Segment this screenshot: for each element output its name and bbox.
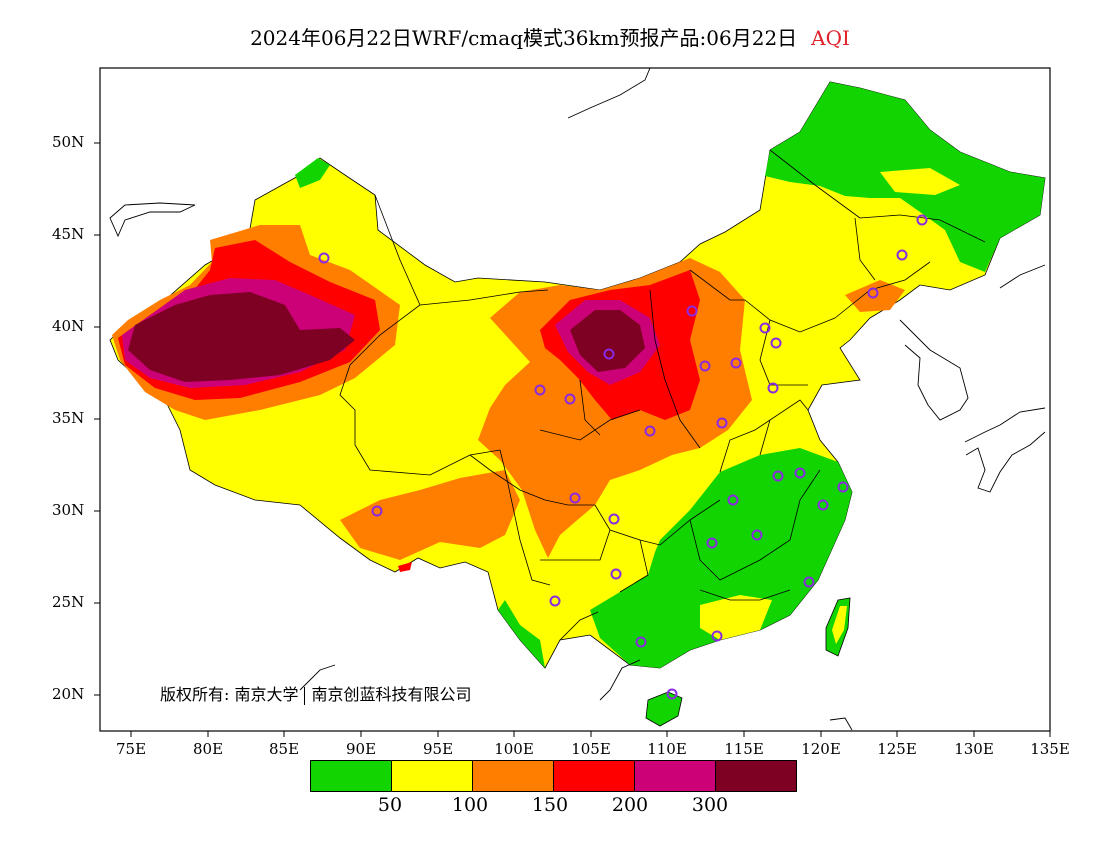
lat-label-50n: 50N bbox=[52, 133, 85, 151]
station-marker bbox=[759, 322, 771, 334]
lon-label-135e: 135E bbox=[1030, 740, 1070, 758]
station-marker bbox=[686, 305, 698, 317]
station-marker bbox=[534, 384, 546, 396]
lon-label-75e: 75E bbox=[115, 740, 147, 758]
copyright-credit: 版权所有: 南京大学 南京创蓝科技有限公司 bbox=[160, 681, 472, 705]
station-marker bbox=[666, 688, 678, 700]
map-frame bbox=[99, 67, 1051, 732]
legend-swatch-hazardous bbox=[715, 761, 796, 791]
map-area bbox=[109, 68, 1046, 731]
station-marker bbox=[644, 425, 656, 437]
aqi-zone-good-southeast bbox=[590, 448, 852, 668]
aqi-zone-hazardous-west bbox=[128, 292, 355, 382]
station-marker bbox=[803, 576, 815, 588]
lat-label-35n: 35N bbox=[52, 409, 85, 427]
hainan-island bbox=[645, 691, 683, 727]
station-marker bbox=[564, 393, 576, 405]
station-marker bbox=[837, 481, 849, 493]
station-marker bbox=[867, 287, 879, 299]
legend-swatch-unhealthy bbox=[553, 761, 634, 791]
station-marker bbox=[569, 492, 581, 504]
legend-tick-100: 100 bbox=[451, 794, 489, 816]
lon-label-85e: 85E bbox=[268, 740, 300, 758]
credit-part1: 版权所有: 南京大学 bbox=[160, 685, 299, 704]
station-marker bbox=[772, 470, 784, 482]
legend-tick-50: 50 bbox=[377, 794, 403, 816]
station-marker bbox=[706, 537, 718, 549]
lon-label-120e: 120E bbox=[801, 740, 841, 758]
lon-label-90e: 90E bbox=[345, 740, 377, 758]
lon-label-80e: 80E bbox=[192, 740, 224, 758]
legend-swatch-good bbox=[311, 761, 391, 791]
station-marker bbox=[817, 499, 829, 511]
lon-label-125e: 125E bbox=[877, 740, 917, 758]
station-marker bbox=[711, 630, 723, 642]
lat-label-40n: 40N bbox=[52, 317, 85, 335]
legend-tick-150: 150 bbox=[531, 794, 569, 816]
axis-ticks bbox=[94, 142, 1051, 737]
station-marker bbox=[716, 417, 728, 429]
title-variable: AQI bbox=[811, 26, 850, 50]
station-marker bbox=[610, 568, 622, 580]
aqi-zone-moderate-se-patch bbox=[700, 595, 772, 640]
aqi-zone-usg-liaoning bbox=[845, 280, 905, 312]
station-marker bbox=[767, 382, 779, 394]
station-marker bbox=[751, 529, 763, 541]
legend-swatch-usg bbox=[472, 761, 553, 791]
lon-label-95e: 95E bbox=[422, 740, 454, 758]
station-marker bbox=[635, 636, 647, 648]
station-marker bbox=[608, 513, 620, 525]
lat-label-25n: 25N bbox=[52, 593, 85, 611]
station-marker bbox=[727, 494, 739, 506]
aqi-zone-moderate-ne-patch bbox=[880, 168, 960, 195]
aqi-zone-good-west bbox=[295, 158, 330, 188]
station-marker bbox=[896, 249, 908, 261]
station-marker bbox=[916, 214, 928, 226]
lon-label-100e: 100E bbox=[494, 740, 534, 758]
lon-label-105e: 105E bbox=[571, 740, 611, 758]
station-marker bbox=[730, 357, 742, 369]
credit-part2: 南京创蓝科技有限公司 bbox=[311, 685, 472, 704]
station-marker bbox=[770, 337, 782, 349]
station-marker bbox=[603, 348, 615, 360]
legend-tick-200: 200 bbox=[611, 794, 649, 816]
station-markers bbox=[318, 214, 928, 700]
lat-label-45n: 45N bbox=[52, 225, 85, 243]
lon-label-110e: 110E bbox=[647, 740, 687, 758]
taiwan-inner bbox=[832, 606, 847, 644]
aqi-zone-hazardous-north bbox=[570, 310, 645, 372]
lon-label-130e: 130E bbox=[954, 740, 994, 758]
station-marker bbox=[549, 595, 561, 607]
credit-separator bbox=[304, 686, 306, 705]
lat-label-20n: 20N bbox=[52, 685, 85, 703]
station-marker bbox=[794, 467, 806, 479]
neighbor-coastlines bbox=[109, 68, 1046, 731]
station-marker bbox=[699, 360, 711, 372]
province-borders bbox=[339, 149, 986, 641]
title-main: 2024年06月22日WRF/cmaq模式36km预报产品:06月22日 bbox=[250, 26, 798, 50]
aqi-spot-tibet bbox=[398, 562, 412, 572]
lon-label-115e: 115E bbox=[724, 740, 764, 758]
legend-tick-300: 300 bbox=[691, 794, 729, 816]
legend-swatch-very-unhealthy bbox=[634, 761, 715, 791]
station-marker bbox=[371, 505, 383, 517]
color-legend bbox=[310, 760, 797, 792]
aqi-zone-good-southwest bbox=[498, 600, 545, 668]
map-title: 2024年06月22日WRF/cmaq模式36km预报产品:06月22日 AQI bbox=[0, 22, 1100, 51]
station-marker bbox=[318, 252, 330, 264]
legend-swatch-moderate bbox=[391, 761, 472, 791]
aqi-zone-usg-tibet bbox=[340, 470, 520, 560]
lat-label-30n: 30N bbox=[52, 501, 85, 519]
